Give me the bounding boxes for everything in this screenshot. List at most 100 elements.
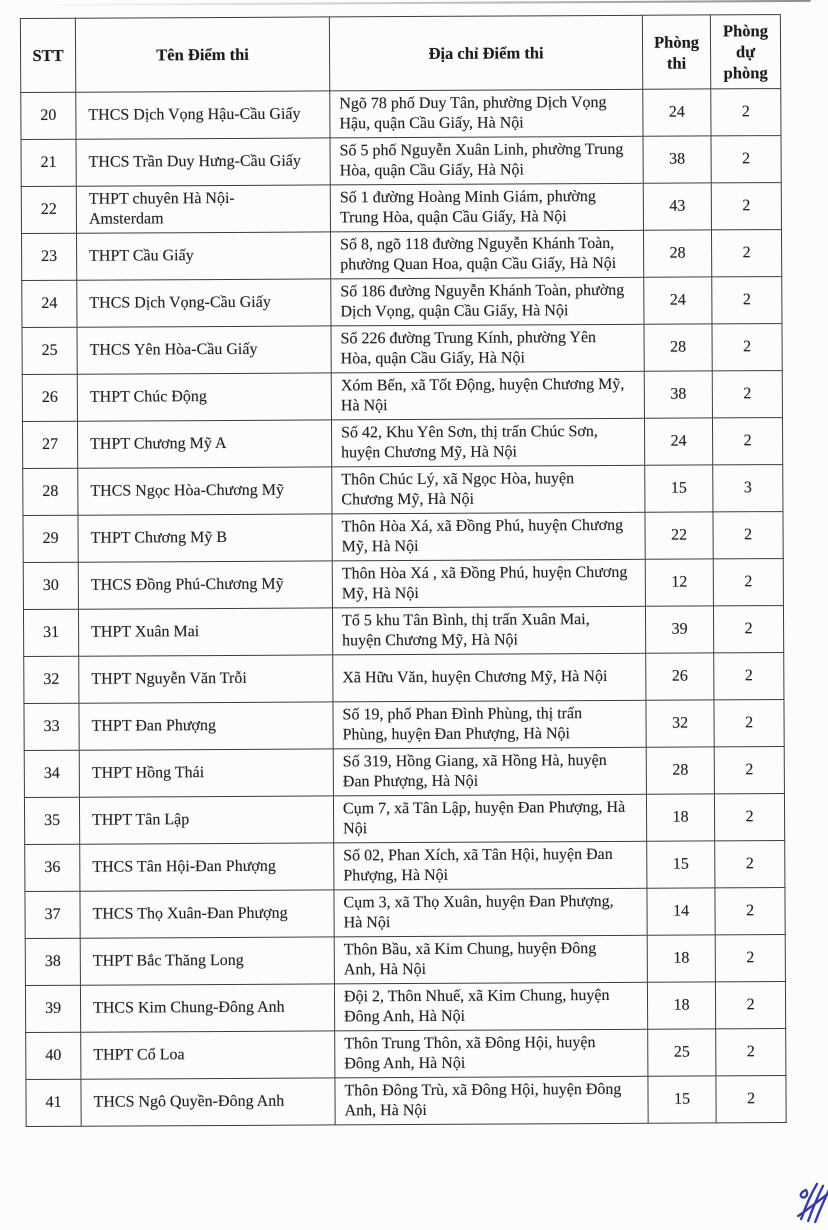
row-site-address: Cụm 3, xã Thọ Xuân, huyện Đan Phượng, Hà… (333, 888, 648, 937)
row-backup-rooms: 2 (711, 323, 783, 371)
row-backup-rooms: 2 (713, 699, 785, 747)
row-site-address: Số 319, Hồng Giang, xã Hồng Hà, huyện Đa… (333, 747, 647, 796)
row-exam-rooms: 43 (643, 182, 712, 231)
table-row: 21 THCS Trần Duy Hưng-Cầu Giấy Số 5 phố Ng… (21, 135, 782, 187)
row-backup-rooms: 2 (715, 981, 786, 1029)
row-site-address: Xã Hữu Văn, huyện Chương Mỹ, Hà Nội (332, 653, 646, 702)
row-site-address: Thôn Trung Thôn, xã Đông Hội, huyện Đông… (334, 1029, 648, 1078)
table-row: 39 THCS Kim Chung-Đông Anh Đội 2, Thôn Nhu… (25, 981, 786, 1033)
table-row: 31 THPT Xuân Mai Tổ 5 khu Tân Bình, thị tr… (23, 605, 784, 657)
row-site-name: THPT Chương Mỹ B (77, 513, 333, 563)
row-exam-rooms: 15 (644, 464, 713, 513)
row-backup-rooms: 3 (712, 464, 783, 512)
row-exam-rooms: 32 (645, 699, 715, 748)
row-site-name: THCS Dịch Vọng Hậu-Cầu Giấy (75, 90, 331, 140)
row-stt: 40 (25, 1032, 81, 1080)
row-site-address: Ngõ 78 phố Duy Tân, phường Dịch Vọng Hậu… (329, 89, 644, 138)
table-row: 25 THCS Yên Hòa-Cầu Giấy Số 226 đường Trun… (21, 323, 783, 375)
row-site-address: Thôn Bầu, xã Kim Chung, huyện Đông Anh, … (334, 935, 648, 984)
header-stt: STT (20, 18, 76, 93)
table-row: 34 THPT Hồng Thái Số 319, Hồng Giang, xã H… (24, 746, 785, 798)
row-site-name: THPT Cầu Giấy (76, 231, 331, 281)
table-row: 28 THCS Ngọc Hòa-Chương Mỹ Thôn Chúc Lý, x… (22, 464, 783, 516)
row-exam-rooms: 38 (644, 370, 713, 419)
row-exam-rooms: 28 (643, 323, 713, 372)
row-site-name: THCS Đồng Phú-Chương Mỹ (78, 560, 333, 610)
row-stt: 39 (25, 985, 81, 1033)
scan-edge-artifact (32, 0, 811, 6)
row-backup-rooms: 2 (714, 793, 785, 841)
table-row: 26 THPT Chúc Động Xóm Bến, xã Tốt Động, hu… (22, 370, 783, 422)
row-backup-rooms: 2 (710, 88, 781, 136)
row-site-address: Số 186 đường Nguyễn Khánh Toàn, phường D… (330, 277, 644, 326)
row-site-name: THPT Chúc Động (77, 372, 332, 422)
row-site-name: THCS Kim Chung-Đông Anh (80, 983, 335, 1033)
row-site-name: THCS Ngô Quyền-Đông Anh (80, 1077, 336, 1127)
row-stt: 34 (24, 750, 80, 798)
row-site-address: Số 1 đường Hoàng Minh Giám, phường Trung… (330, 183, 644, 232)
row-backup-rooms: 2 (715, 934, 786, 982)
row-exam-rooms: 24 (642, 88, 712, 137)
row-site-address: Số 226 đường Trung Kính, phường Yên Hòa,… (330, 324, 645, 373)
row-stt: 26 (22, 374, 78, 422)
row-exam-rooms: 15 (647, 1075, 717, 1124)
table-body: 20 THCS Dịch Vọng Hậu-Cầu Giấy Ngõ 78 phố … (20, 88, 787, 1127)
row-backup-rooms: 2 (712, 417, 783, 465)
row-backup-rooms: 2 (711, 135, 782, 183)
row-stt: 23 (21, 233, 77, 281)
table-row: 27 THPT Chương Mỹ A Số 42, Khu Yên Sơn, th… (22, 417, 783, 469)
row-exam-rooms: 12 (645, 558, 714, 607)
table-row: 32 THPT Nguyễn Văn Trỗi Xã Hữu Văn, huyện … (23, 652, 784, 704)
row-site-name: THPT chuyên Hà Nội-Amsterdam (76, 184, 331, 234)
row-backup-rooms: 2 (711, 182, 782, 230)
row-stt: 32 (23, 656, 79, 704)
table-row: 23 THPT Cầu Giấy Số 8, ngõ 118 đường Nguyễ… (21, 229, 782, 281)
row-backup-rooms: 2 (711, 229, 782, 277)
row-exam-rooms: 24 (644, 417, 713, 466)
row-backup-rooms: 2 (713, 605, 784, 653)
table-row: 33 THPT Đan Phượng Số 19, phố Phan Đình Ph… (23, 699, 785, 751)
row-exam-rooms: 24 (643, 276, 712, 325)
row-stt: 30 (23, 562, 79, 610)
row-site-name: THCS Thọ Xuân-Đan Phượng (79, 889, 335, 939)
header-row: STT Tên Điểm thi Địa chỉ Điểm thi Phòng … (20, 14, 781, 93)
row-site-address: Số 42, Khu Yên Sơn, thị trấn Chúc Sơn, h… (331, 418, 645, 467)
row-site-address: Số 5 phố Nguyễn Xuân Linh, phường Trung … (330, 136, 644, 185)
row-exam-rooms: 38 (643, 135, 712, 184)
row-exam-rooms: 18 (647, 934, 716, 983)
row-site-address: Xóm Bến, xã Tốt Động, huyện Chương Mỹ, H… (331, 371, 645, 420)
row-stt: 27 (22, 421, 78, 469)
row-site-name: THPT Bắc Thăng Long (80, 936, 335, 986)
table-row: 20 THCS Dịch Vọng Hậu-Cầu Giấy Ngõ 78 phố … (20, 88, 781, 140)
row-exam-rooms: 15 (646, 840, 715, 889)
row-exam-rooms: 28 (646, 746, 715, 795)
header-exam-rooms: Phòng thi (642, 14, 711, 90)
row-exam-rooms: 26 (645, 652, 714, 701)
row-stt: 20 (20, 92, 77, 140)
row-site-name: THPT Chương Mỹ A (77, 419, 332, 469)
row-backup-rooms: 2 (713, 558, 784, 606)
row-site-name: THCS Tân Hội-Đan Phượng (79, 842, 334, 892)
row-backup-rooms: 2 (714, 746, 785, 794)
row-exam-rooms: 22 (644, 511, 714, 560)
table-row: 29 THPT Chương Mỹ B Thôn Hòa Xá, xã Đồng P… (22, 511, 784, 563)
row-site-address: Tổ 5 khu Tân Bình, thị trấn Xuân Mai, hu… (332, 606, 646, 655)
row-exam-rooms: 18 (647, 981, 716, 1030)
row-site-name: THCS Dịch Vọng-Cầu Giấy (76, 278, 331, 328)
row-stt: 33 (23, 703, 80, 751)
table-row: 40 THPT Cổ Loa Thôn Trung Thôn, xã Đông Hộ… (25, 1028, 786, 1080)
table-row: 41 THCS Ngô Quyền-Đông Anh Thôn Đông Trù, … (25, 1075, 787, 1127)
row-site-address: Thôn Hòa Xá, xã Đồng Phú, huyện Chương M… (331, 512, 646, 561)
row-stt: 25 (21, 327, 78, 375)
table-row: 38 THPT Bắc Thăng Long Thôn Bầu, xã Kim Ch… (25, 934, 786, 986)
row-site-address: Thôn Hòa Xá , xã Đồng Phú, huyện Chương … (332, 559, 646, 608)
table-row: 35 THPT Tân Lập Cụm 7, xã Tân Lập, huyện Đ… (24, 793, 785, 845)
row-exam-rooms: 28 (643, 229, 712, 278)
row-exam-rooms: 14 (646, 887, 716, 936)
table-row: 30 THCS Đồng Phú-Chương Mỹ Thôn Hòa Xá , x… (23, 558, 784, 610)
table-header: STT Tên Điểm thi Địa chỉ Điểm thi Phòng … (20, 14, 781, 93)
row-backup-rooms: 2 (715, 1075, 787, 1123)
row-site-address: Cụm 7, xã Tân Lập, huyện Đan Phượng, Hà … (333, 794, 647, 843)
row-stt: 31 (23, 609, 79, 657)
table-row: 24 THCS Dịch Vọng-Cầu Giấy Số 186 đường Ng… (21, 276, 782, 328)
